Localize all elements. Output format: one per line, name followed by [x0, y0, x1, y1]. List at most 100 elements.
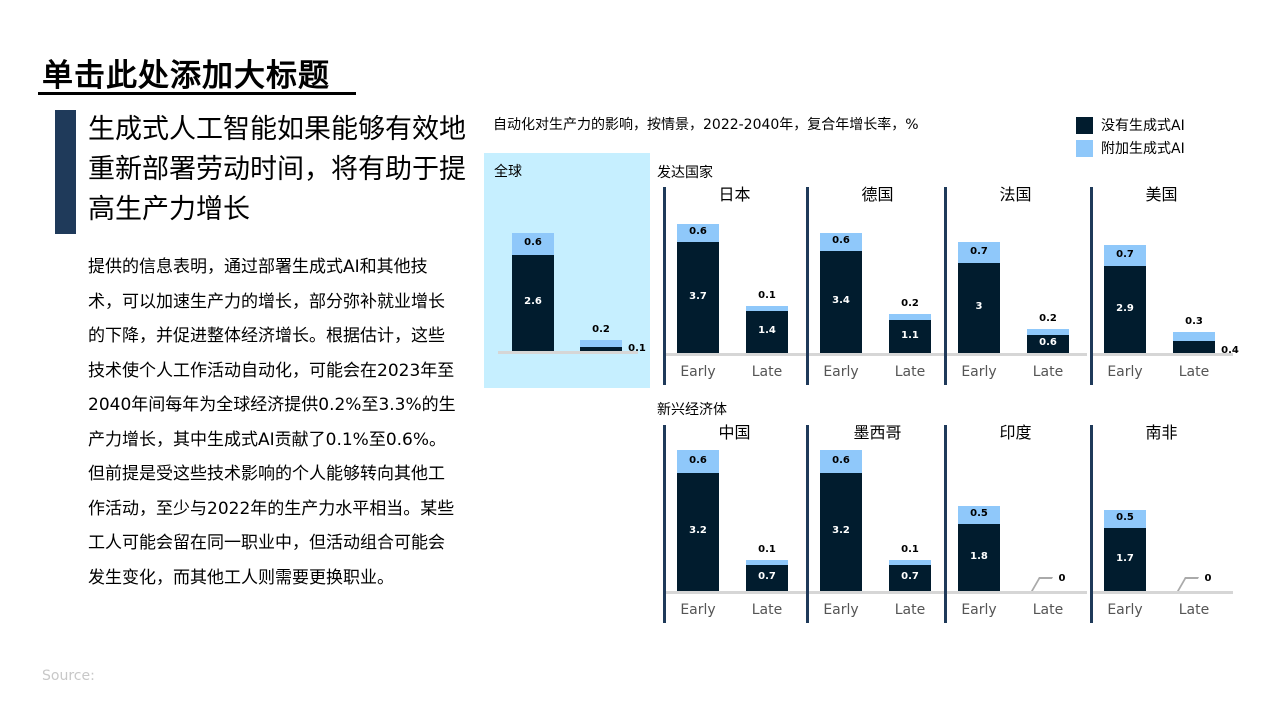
group-divider — [1090, 187, 1093, 385]
bar-no-genai — [746, 565, 788, 591]
bar-value-label: 0.5 — [1116, 511, 1134, 523]
bar-value-label: 3.7 — [689, 290, 707, 302]
bar-no-genai — [889, 320, 931, 353]
bar-no-genai — [1173, 341, 1215, 353]
group-divider — [806, 187, 809, 385]
bar-genai — [677, 224, 719, 242]
bar-no-genai — [889, 565, 931, 591]
bar-genai — [1173, 332, 1215, 341]
bar-genai — [580, 339, 622, 348]
group-title: 全球 — [494, 164, 522, 180]
bar-genai — [958, 505, 1000, 525]
bar-value-label: 0 — [1204, 573, 1212, 584]
bar-value-label: 3 — [975, 301, 983, 312]
group-divider — [663, 187, 666, 385]
bar-value-label: 3.2 — [689, 524, 707, 536]
bar-value-label: 0.4 — [1221, 345, 1239, 356]
bar-value-label: 0.6 — [1039, 337, 1057, 348]
category-label: Early — [823, 602, 859, 618]
row-title-developed: 发达国家 — [657, 165, 713, 181]
bar-genai — [1104, 509, 1146, 529]
bar-no-genai — [1104, 266, 1146, 353]
bar-no-genai — [580, 347, 622, 351]
group-divider — [806, 425, 809, 623]
group-title: 印度 — [999, 423, 1032, 442]
source-note[interactable]: Source: — [42, 668, 95, 684]
bar-value-label: 2.6 — [524, 295, 542, 307]
baseline — [947, 353, 1087, 356]
group-divider — [944, 187, 947, 385]
group-title: 中国 — [718, 423, 751, 442]
category-label: Early — [680, 602, 716, 618]
bar-value-label: 0.7 — [901, 571, 919, 583]
bar-value-label: 0.6 — [832, 235, 850, 246]
bar-value-label: 0.1 — [628, 343, 646, 354]
bar-value-label: 0.6 — [689, 454, 707, 466]
category-label: Late — [894, 602, 926, 618]
bar-value-label: 0.7 — [758, 571, 776, 583]
bar-no-genai — [512, 254, 554, 351]
bar-genai — [958, 242, 1000, 263]
group-title: 美国 — [1145, 185, 1178, 204]
bar-value-label: 0.2 — [1039, 313, 1057, 324]
slide-title[interactable]: 单击此处添加大标题 — [42, 58, 330, 94]
category-label: Late — [751, 364, 783, 380]
bar-value-label: 0.5 — [970, 508, 988, 520]
bar-genai — [1104, 245, 1146, 266]
baseline — [666, 353, 806, 356]
category-label: Late — [1032, 602, 1064, 618]
bar-value-label: 0.7 — [1116, 248, 1134, 260]
group-title: 墨西哥 — [853, 423, 902, 442]
bar-genai — [889, 560, 931, 566]
bar-no-genai — [958, 263, 1000, 353]
baseline — [1093, 353, 1233, 356]
bar-genai — [677, 450, 719, 473]
legend-item-genai: 附加生成式AI — [1076, 138, 1185, 158]
bar-no-genai — [958, 524, 1000, 591]
group-divider — [1090, 425, 1093, 623]
title-underline — [38, 92, 356, 95]
bar-no-genai — [1104, 528, 1146, 591]
bar-value-label: 1.1 — [901, 329, 919, 341]
bar-value-label: 1.8 — [970, 550, 988, 562]
category-label: Early — [961, 602, 997, 618]
group-title: 日本 — [718, 185, 751, 204]
bar-value-label: 0.1 — [758, 544, 776, 556]
bar-value-label: 0.7 — [970, 245, 988, 257]
bar-genai — [889, 314, 931, 320]
bar-value-label: 0.1 — [758, 290, 776, 301]
bar-value-label: 3.4 — [832, 295, 850, 306]
legend-swatch — [1076, 116, 1093, 134]
category-label: Late — [751, 602, 783, 618]
bar-value-label: 0.2 — [901, 298, 919, 309]
bar-value-label: 1.4 — [758, 325, 776, 336]
legend-item-no-genai: 没有生成式AI — [1076, 115, 1185, 135]
category-label: Early — [961, 364, 997, 380]
baseline — [947, 591, 1087, 594]
bar-genai — [820, 233, 862, 251]
accent-bar — [55, 110, 76, 234]
group-divider — [663, 425, 666, 623]
subtitle[interactable]: 生成式人工智能如果能够有效地重新部署劳动时间，将有助于提高生产力增长 — [88, 114, 466, 225]
baseline — [809, 353, 949, 356]
legend-swatch — [1076, 139, 1093, 157]
bar-no-genai — [677, 242, 719, 353]
category-label: Early — [680, 364, 716, 380]
bar-genai — [820, 450, 862, 473]
group-divider — [944, 425, 947, 623]
row-title-emerging: 新兴经济体 — [657, 402, 727, 418]
body-text[interactable]: 提供的信息表明，通过部署生成式AI和其他技术，可以加速生产力的增长，部分弥补就业… — [88, 257, 456, 588]
bar-value-label: 0.6 — [524, 236, 542, 248]
bar-no-genai — [677, 472, 719, 591]
bar-no-genai — [746, 311, 788, 353]
category-label: Early — [1107, 364, 1143, 380]
legend-label: 附加生成式AI — [1101, 141, 1185, 157]
category-label: Late — [1032, 364, 1064, 380]
baseline — [809, 591, 949, 594]
group-title: 南非 — [1145, 423, 1178, 442]
bar-genai — [746, 306, 788, 311]
category-label: Early — [1107, 602, 1143, 618]
category-label: Late — [894, 364, 926, 380]
bar-value-label: 0 — [1058, 573, 1066, 584]
bar-genai — [512, 232, 554, 255]
